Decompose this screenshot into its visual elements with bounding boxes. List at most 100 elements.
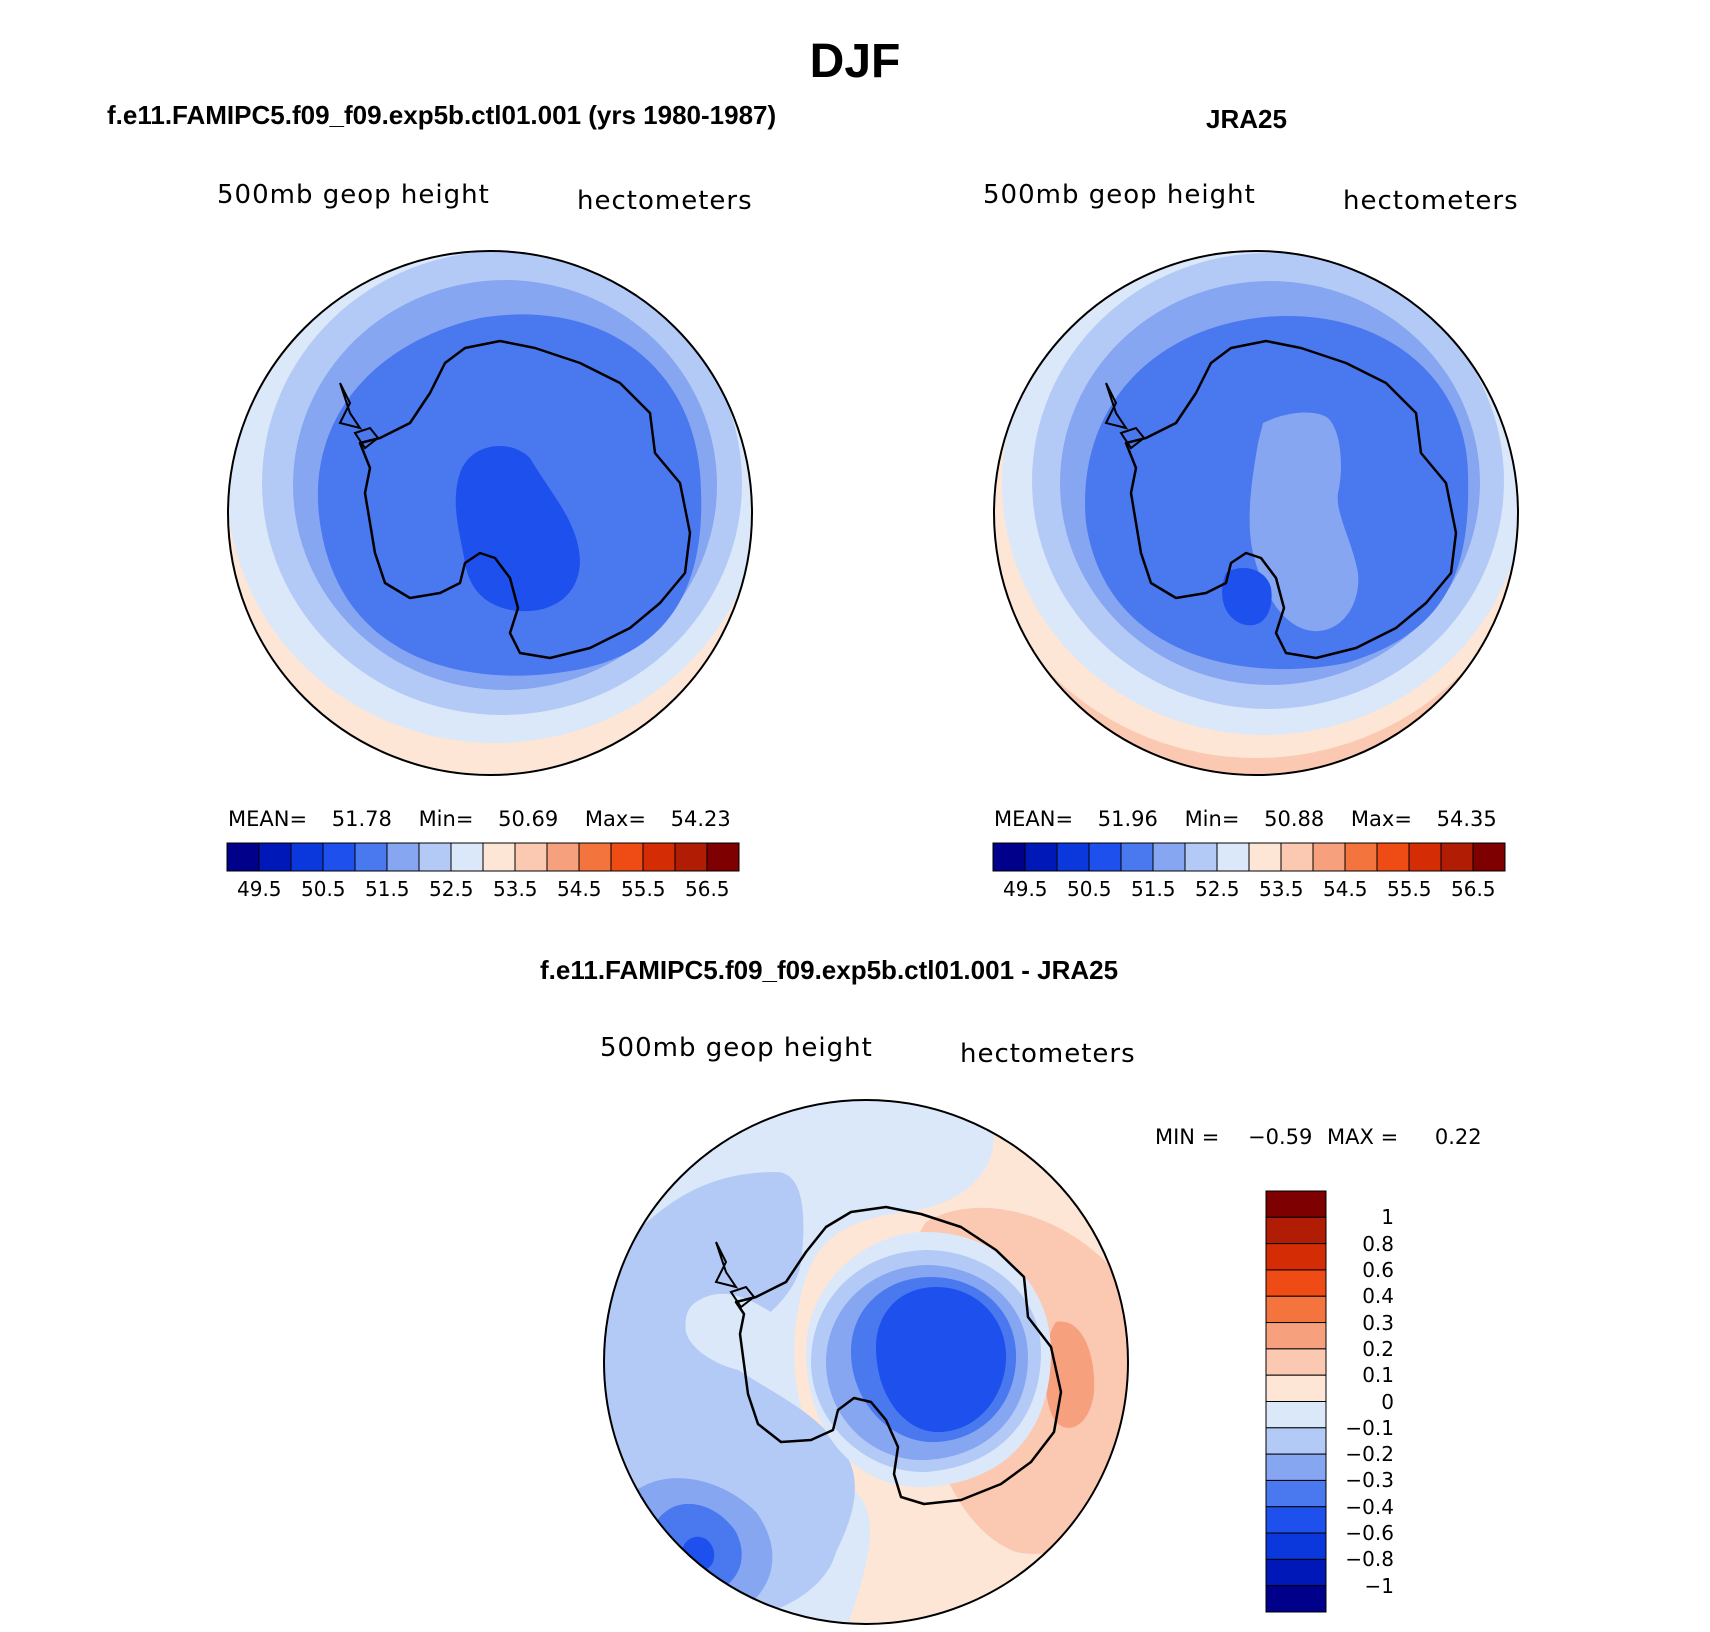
panel-1-colorbar-swatch [610,842,644,872]
panel-3-colorbar-tick: −0.1 [1345,1415,1394,1440]
panel-3-colorbar-tick: 0 [1381,1389,1394,1414]
panel-2-colorbar-swatch [1152,842,1186,872]
panel-3-colorbar-swatch [1265,1269,1327,1297]
panel-2-colorbar-swatch [1344,842,1378,872]
panel-2-colorbar-swatch [1312,842,1346,872]
panel-3-map [603,1099,1129,1625]
panel-1-colorbar-swatch [418,842,452,872]
panel-2-map-border [993,250,1519,776]
panel-2-colorbar-tick: 55.5 [1387,877,1432,901]
panel-2-max-value: 54.35 [1436,807,1497,831]
panel-2-min-label: Min= [1184,807,1240,831]
panel-2-colorbar-swatch [1280,842,1314,872]
panel-1-colorbar-swatch [482,842,516,872]
panel-3-colorbar-swatch [1265,1216,1327,1245]
panel-1-variable-label: 500mb geop height [217,180,490,210]
panel-2-colorbar-tick: 50.5 [1067,877,1112,901]
panel-2-colorbar-swatch [1472,842,1506,872]
panel-2-colorbar-swatch [1120,842,1154,872]
panel-2-colorbar-swatch [992,842,1026,872]
panel-2-coastline [1124,339,1458,660]
panel-2-stats: MEAN= 51.96 Min= 50.88 Max= 54.35 [994,807,1497,831]
panel-1-colorbar [226,842,740,872]
panel-3-colorbar-swatch [1265,1243,1327,1271]
panel-3-colorbar-tick: 0.1 [1362,1363,1394,1388]
panel-2-colorbar-tick: 53.5 [1259,877,1304,901]
panel-2-max-label: Max= [1350,807,1412,831]
panel-3-colorbar-tick: −0.4 [1345,1494,1394,1519]
panel-2-colorbar-tick: 52.5 [1195,877,1240,901]
panel-3-units-label: hectometers [960,1039,1136,1069]
panel-3-colorbar-tick: 0.4 [1362,1284,1394,1309]
panel-3-colorbar [1265,1190,1327,1613]
panel-3-colorbar-swatch [1265,1427,1327,1455]
panel-3-colorbar-swatch [1265,1506,1327,1534]
panel-3-colorbar-swatch [1265,1585,1327,1613]
panel-1-colorbar-tick: 53.5 [493,877,538,901]
panel-3-colorbar-tick: −0.8 [1345,1547,1394,1572]
panel-3-max-label: MAX = [1327,1125,1399,1149]
panel-1-colorbar-swatch [450,842,484,872]
panel-1-mean-value: 51.78 [331,807,392,831]
panel-1-colorbar-swatch [514,842,548,872]
panel-3-colorbar-swatch [1265,1374,1327,1402]
panel-3-variable-label: 500mb geop height [600,1033,873,1063]
panel-3-coastline [734,1205,1063,1506]
panel-3-colorbar-swatch [1265,1453,1327,1481]
panel-1-colorbar-swatch [258,842,292,872]
panel-1-colorbar-swatch [354,842,388,872]
panel-2-colorbar-swatch [1056,842,1090,872]
panel-2-colorbar-swatch [1024,842,1058,872]
panel-3-colorbar-swatch [1265,1532,1327,1560]
panel-3-title: f.e11.FAMIPC5.f09_f09.exp5b.ctl01.001 - … [540,955,1119,985]
panel-3-colorbar-swatch [1265,1190,1327,1218]
panel-2-colorbar [992,842,1506,872]
panel-1-min-label: Min= [418,807,474,831]
panel-1-coastline [358,339,692,660]
panel-1-colorbar-tick: 52.5 [429,877,474,901]
panel-1-colorbar-swatch [578,842,612,872]
panel-3-min-value: −0.59 [1247,1125,1313,1149]
panel-2-mean-value: 51.96 [1097,807,1158,831]
panel-1-units-label: hectometers [577,186,753,216]
panel-2-variable-label: 500mb geop height [983,180,1256,210]
panel-1-colorbar-swatch [226,842,260,872]
panel-3-stats: MIN = −0.59 MAX = 0.22 [1155,1125,1482,1149]
panel-1-colorbar-tick: 56.5 [685,877,730,901]
panel-1-colorbar-tick: 51.5 [365,877,410,901]
panel-3-colorbar-tick: −0.6 [1345,1521,1394,1546]
figure-title: DJF [809,35,901,88]
panel-2-colorbar-tick: 49.5 [1003,877,1048,901]
panel-2-colorbar-swatch [1408,842,1442,872]
panel-3-colorbar-tick: 1 [1381,1205,1394,1230]
panel-2-colorbar-swatch [1440,842,1474,872]
panel-3-colorbar-tick: 0.6 [1362,1257,1394,1282]
panel-3-max-value: 0.22 [1434,1125,1482,1149]
panel-2-title: JRA25 [1206,104,1287,134]
panel-2-colorbar-swatch [1376,842,1410,872]
panel-3-colorbar-tick: 0.3 [1362,1310,1394,1335]
panel-1-map-border [227,250,753,776]
panel-1-colorbar-swatch [546,842,580,872]
panel-1-title: f.e11.FAMIPC5.f09_f09.exp5b.ctl01.001 (y… [107,100,777,130]
panel-3-colorbar-tick: 0.8 [1362,1231,1394,1256]
panel-3-colorbar-swatch [1265,1348,1327,1376]
panel-2-colorbar-tick: 56.5 [1451,877,1496,901]
panel-3-colorbar-tick: −0.3 [1345,1468,1394,1493]
panel-1-colorbar-swatch [322,842,356,872]
panel-3-colorbar-swatch [1265,1295,1327,1324]
panel-1-colorbar-swatch [290,842,324,872]
panel-3-colorbar-swatch [1265,1322,1327,1350]
panel-3-colorbar-swatch [1265,1479,1327,1508]
panel-1-map [227,250,753,776]
panel-1-colorbar-tick: 50.5 [301,877,346,901]
panel-2-colorbar-tick: 54.5 [1323,877,1368,901]
panel-1-colorbar-swatch [386,842,420,872]
panel-3-colorbar-swatch [1265,1401,1327,1429]
panel-1-min-value: 50.69 [498,807,559,831]
panel-2-colorbar-swatch [1216,842,1250,872]
panel-3-colorbar-tick: −0.2 [1345,1442,1394,1467]
panel-1-mean-label: MEAN= [228,807,308,831]
panel-1-max-value: 54.23 [670,807,731,831]
panel-2-min-value: 50.88 [1264,807,1325,831]
